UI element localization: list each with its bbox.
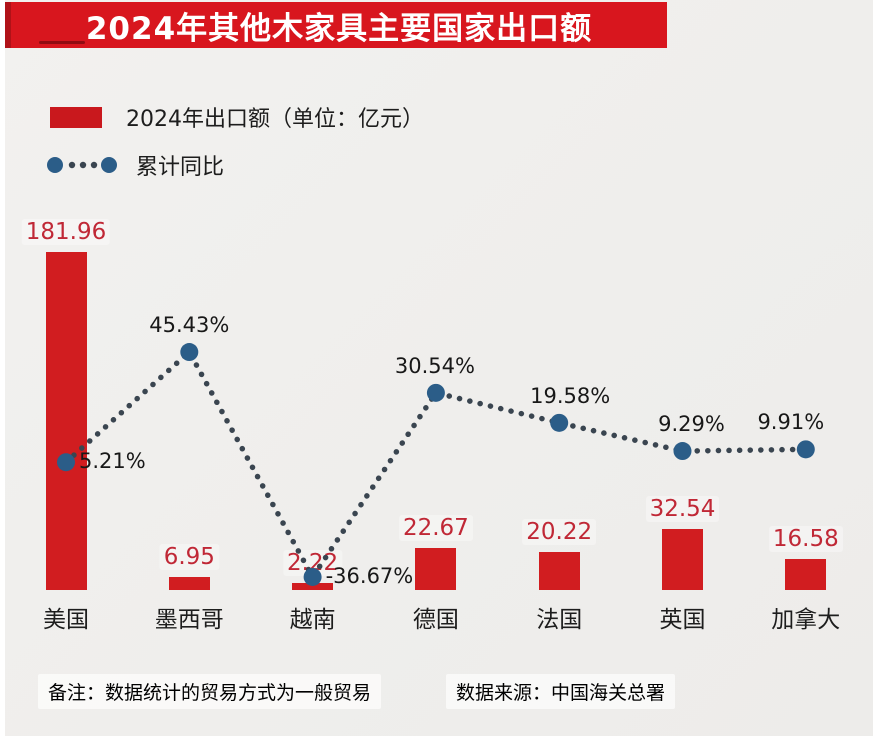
category-label: 英国	[659, 607, 706, 633]
trend-dot-德国	[426, 383, 445, 402]
legend-row-bar: 2024年出口额（单位：亿元）	[45, 100, 424, 134]
pct-label: 5.21%	[79, 449, 146, 474]
bar-legend-label: 2024年出口额（单位：亿元）	[126, 107, 424, 132]
bar-英国	[662, 529, 703, 590]
bar-越南	[292, 583, 334, 590]
trend-dot-美国	[57, 453, 75, 472]
trend-dot-加拿大	[796, 440, 815, 459]
trend-line-chart	[57, 343, 815, 586]
bar-value-label: 16.58	[768, 526, 843, 553]
bar-加拿大	[785, 559, 827, 590]
legend: 2024年出口额（单位：亿元） 累计同比	[45, 100, 424, 196]
pct-label: 30.54%	[394, 353, 475, 378]
category-label: 加拿大	[771, 607, 841, 633]
trend-dot-墨西哥	[180, 343, 199, 362]
category-label: 法国	[536, 607, 583, 633]
pct-label: 9.29%	[658, 412, 725, 437]
bar-value-label: 181.96	[21, 218, 111, 245]
infographic-page: 2024年其他木家具主要国家出口额 2024年出口额（单位：亿元） 累计同比 1…	[5, 0, 873, 736]
trend-dot-越南	[303, 567, 322, 586]
category-label: 越南	[289, 607, 336, 633]
page-title: 2024年其他木家具主要国家出口额	[85, 10, 593, 47]
bar-value-label: 22.67	[398, 514, 473, 541]
trend-dot-法国	[550, 413, 569, 432]
pct-label: -36.67%	[325, 563, 414, 588]
bar-美国	[45, 251, 87, 590]
footnote: 备注：数据统计的贸易方式为一般贸易	[38, 674, 382, 709]
bar-value-label: 20.22	[522, 519, 597, 546]
dotted-line-legend-icon	[47, 157, 117, 173]
bar-legend-swatch	[50, 106, 102, 128]
category-label: 美国	[43, 607, 89, 633]
title-banner: 2024年其他木家具主要国家出口额	[5, 2, 667, 48]
pct-label: 9.91%	[757, 410, 825, 435]
bar-墨西哥	[168, 577, 210, 590]
pct-label: 45.43%	[149, 313, 230, 338]
category-label: 德国	[412, 607, 459, 633]
trend-dot-英国	[673, 442, 692, 461]
pct-label: 19.58%	[530, 383, 611, 408]
bar-value-label: 6.95	[159, 544, 219, 571]
banner-smudge	[39, 41, 85, 44]
bar-value-label: 32.54	[645, 496, 720, 523]
category-label: 墨西哥	[154, 607, 224, 633]
line-legend-label: 累计同比	[136, 155, 225, 180]
data-source: 数据来源：中国海关总署	[446, 674, 676, 709]
bar-法国	[538, 552, 580, 590]
legend-row-line: 累计同比	[45, 148, 424, 182]
bar-德国	[415, 547, 457, 590]
